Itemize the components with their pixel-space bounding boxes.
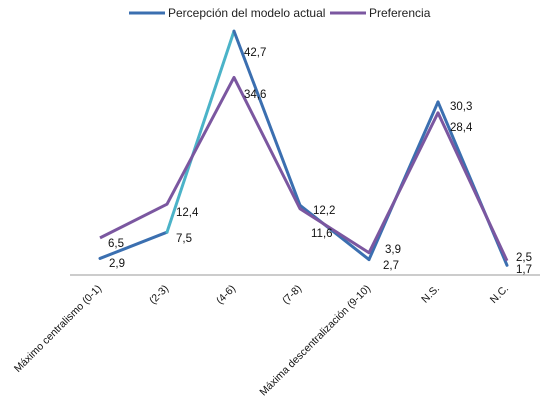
legend: Percepción del modelo actual Preferencia: [129, 6, 431, 20]
series-preference-line: [99, 75, 509, 262]
legend-label-preference: Preferencia: [369, 6, 431, 20]
x-tick-label-0: Máximo centralismo (0-1): [12, 283, 104, 375]
data-label-preference-4: 3,9: [385, 244, 401, 256]
data-label-perception-2: 42,7: [244, 47, 266, 59]
data-label-perception-5: 30,3: [450, 101, 472, 113]
x-tick-label-4: Máxima descentralización (9-10): [257, 283, 373, 399]
x-tick-label-6: N.C.: [488, 283, 511, 306]
data-label-perception-4: 2,7: [383, 260, 399, 272]
data-label-preference-5: 28,4: [450, 122, 473, 134]
x-tick-label-3: (7-8): [280, 283, 304, 307]
data-label-preference-0: 6,5: [108, 238, 124, 250]
series-layer: [98, 29, 509, 267]
series-perception-segment-3: [232, 29, 302, 207]
x-tick-label-1: (2-3): [147, 283, 171, 307]
x-tick-label-2: (4-6): [214, 283, 238, 307]
series-perception-segment-2: [165, 29, 236, 234]
x-tick-label-5: N.S.: [419, 283, 442, 306]
data-label-preference-3: 11,6: [311, 228, 333, 240]
legend-label-perception: Percepción del modelo actual: [168, 6, 325, 20]
data-label-preference-6: 2,5: [516, 252, 532, 264]
x-tick-labels: Máximo centralismo (0-1) (2-3) (4-6) (7-8)M…: [12, 283, 511, 399]
data-label-perception-1: 7,5: [176, 233, 192, 245]
data-label-perception-0: 2,9: [109, 258, 125, 270]
data-label-preference-2: 34,6: [244, 89, 266, 101]
data-label-preference-1: 12,4: [176, 207, 199, 219]
data-labels: 2,9 7,5 42,7 12,2 2,7 30,3 1,7 6,5 12,4 34,6 11,6 3…: [108, 47, 532, 276]
data-label-perception-6: 1,7: [516, 264, 532, 276]
series-perception-segment-1: [98, 230, 169, 260]
data-label-perception-3: 12,2: [313, 205, 335, 217]
